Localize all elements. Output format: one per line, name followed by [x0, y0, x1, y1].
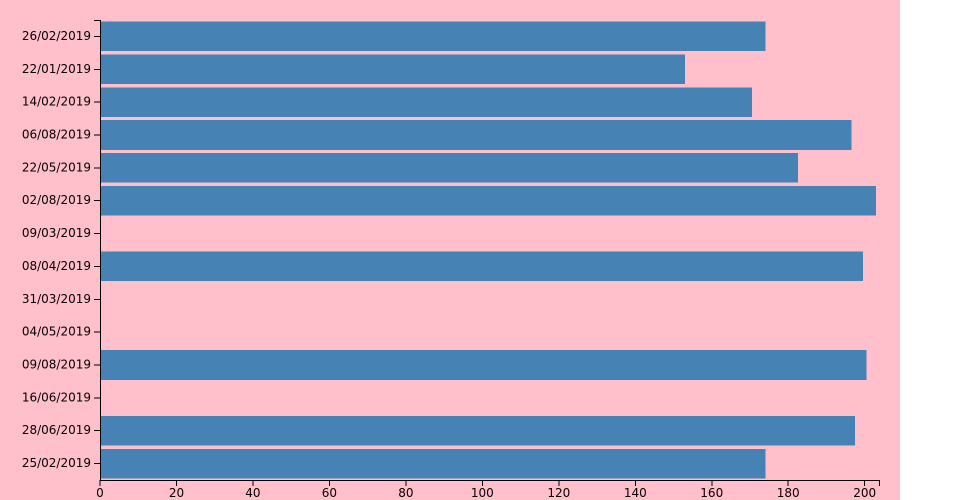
y-tick-label: 06/08/2019 [22, 128, 91, 142]
bar-28-06-2019 [100, 415, 856, 446]
x-tick-label: 0 [96, 486, 104, 500]
y-tick-label: 09/08/2019 [22, 358, 91, 372]
bar-22-01-2019 [100, 54, 685, 85]
y-tick-label: 22/01/2019 [22, 62, 91, 76]
bar-09-08-2019 [100, 350, 867, 380]
x-tick-label: 120 [547, 486, 570, 500]
bar-08-04-2019 [100, 251, 863, 282]
x-tick-label: 100 [471, 486, 494, 500]
y-tick-label: 22/05/2019 [22, 160, 91, 174]
bar-02-08-2019 [100, 185, 877, 216]
bar-chart: 26/02/2019 22/01/2019 14/02/2019 06/08/2019… [22, 20, 880, 500]
x-tick-label: 20 [169, 486, 184, 500]
x-tick-label: 40 [245, 486, 260, 500]
bar-06-08-2019 [100, 120, 852, 150]
y-tick-label: 09/03/2019 [22, 226, 91, 240]
x-tick-label: 160 [700, 486, 723, 500]
y-tick-label: 26/02/2019 [22, 29, 91, 43]
x-tick-label: 140 [624, 486, 647, 500]
x-tick-label: 60 [322, 486, 337, 500]
bar-14-02-2019 [100, 87, 752, 117]
y-tick-label: 04/05/2019 [22, 325, 91, 339]
x-tick-label: 180 [777, 486, 800, 500]
x-tick-label: 200 [853, 486, 876, 500]
y-tick-label: 28/06/2019 [22, 423, 91, 437]
y-tick-label: 25/02/2019 [22, 456, 91, 470]
x-tick-label: 80 [398, 486, 413, 500]
y-tick-label: 14/02/2019 [22, 95, 91, 109]
bar-25-02-2019 [100, 448, 766, 479]
chart-background: 26/02/2019 22/01/2019 14/02/2019 06/08/2019… [0, 0, 900, 500]
bar-22-05-2019 [100, 153, 798, 183]
y-tick-label: 31/03/2019 [22, 292, 91, 306]
y-tick-label: 16/06/2019 [22, 390, 91, 404]
y-tick-label: 02/08/2019 [22, 193, 91, 207]
bar-26-02-2019 [100, 21, 766, 52]
y-tick-label: 08/04/2019 [22, 259, 91, 273]
